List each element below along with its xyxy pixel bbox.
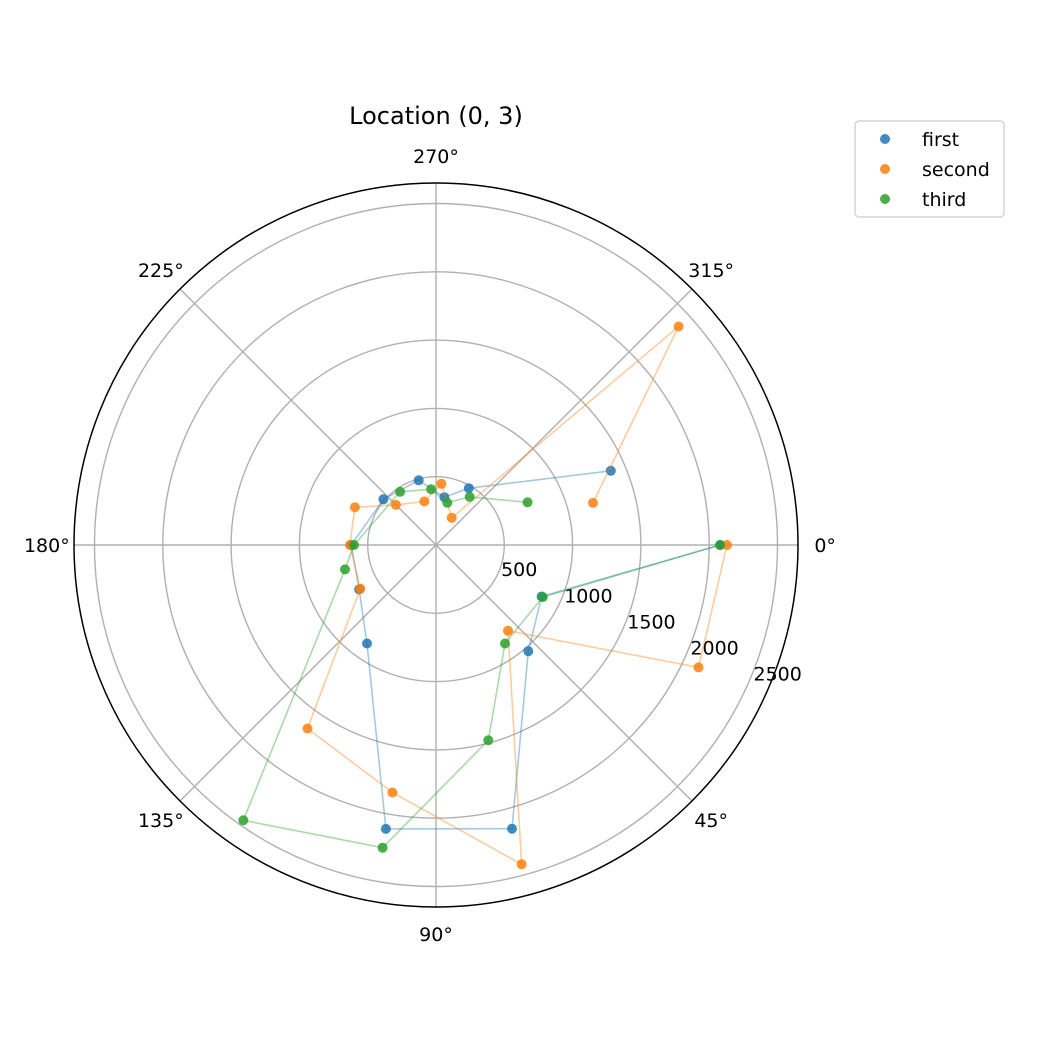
data-point (302, 723, 313, 734)
data-point (395, 486, 406, 497)
data-point (355, 583, 366, 594)
data-point (380, 823, 391, 834)
legend-marker-first (880, 134, 890, 144)
r-tick-label: 1500 (627, 611, 675, 633)
data-point (349, 502, 360, 513)
theta-gridline-135 (179, 544, 437, 802)
data-point (436, 478, 447, 489)
radial-tick-labels: 500 1000 1500 2000 2500 (501, 559, 802, 686)
r-tick-label: 2000 (690, 638, 738, 660)
legend-frame (854, 120, 1005, 218)
data-point (377, 842, 388, 853)
theta-tick-label: 315° (688, 260, 734, 282)
data-point (419, 496, 430, 507)
polar-frame (73, 182, 799, 908)
legend-label-first: first (922, 129, 959, 151)
r-gridline-1000 (298, 407, 574, 683)
data-point (446, 512, 457, 523)
data-point (673, 321, 684, 332)
data-series (238, 321, 732, 870)
data-point (722, 540, 732, 550)
data-point (715, 540, 726, 550)
legend: first second third (854, 120, 1005, 218)
r-tick-label: 500 (501, 559, 537, 581)
data-point (503, 625, 513, 636)
data-point (442, 497, 453, 508)
r-gridline-1500 (230, 339, 642, 751)
data-point (588, 497, 598, 508)
data-point (463, 483, 474, 494)
polar-grid (74, 183, 798, 907)
data-point (349, 540, 359, 550)
theta-tick-label: 0° (814, 535, 836, 557)
data-point (537, 592, 548, 603)
theta-tick-label: 135° (138, 810, 184, 832)
theta-tick-label: 270° (413, 146, 459, 168)
data-point (507, 823, 517, 834)
data-point (387, 787, 398, 798)
data-point (362, 638, 372, 649)
theta-gridline-45 (435, 544, 693, 802)
data-point (378, 494, 389, 505)
data-point (413, 475, 424, 486)
theta-tick-label: 90° (419, 924, 453, 946)
legend-label-third: third (922, 189, 966, 211)
data-point (605, 465, 616, 476)
legend-label-second: second (922, 159, 990, 181)
legend-marker-second (880, 164, 890, 174)
theta-tick-label: 225° (138, 260, 184, 282)
data-point (426, 484, 437, 495)
r-gridline-2000 (162, 271, 710, 819)
angular-tick-labels: 0° 45° 90° 135° 180° 225° 270° 315° (24, 146, 836, 946)
r-gridline-500 (366, 475, 506, 615)
data-point (464, 491, 475, 502)
data-point (522, 497, 533, 508)
data-point (390, 499, 401, 510)
data-point (516, 859, 527, 870)
data-point (500, 638, 510, 649)
r-gridline-2500 (93, 202, 779, 888)
theta-tick-label: 45° (694, 810, 728, 832)
theta-gridline-315 (435, 288, 693, 546)
data-point (523, 646, 534, 657)
legend-marker-third (880, 194, 890, 204)
data-point (483, 735, 494, 746)
data-point (693, 662, 704, 673)
theta-tick-label: 180° (24, 535, 70, 557)
data-point (340, 564, 350, 575)
r-tick-label: 2500 (754, 664, 802, 686)
chart-title: Location (0, 3) (349, 102, 523, 130)
series-third (238, 484, 726, 853)
data-point (238, 815, 249, 826)
r-tick-label: 1000 (564, 585, 612, 607)
